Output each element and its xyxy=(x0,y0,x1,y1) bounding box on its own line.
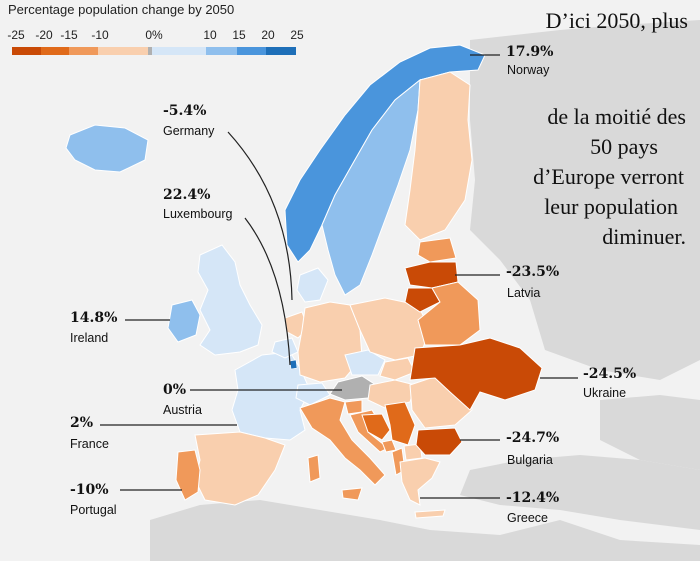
country-ukraine xyxy=(409,337,543,411)
legend-swatch-mid-growth xyxy=(206,47,237,55)
callout-value-norway: 17.9% xyxy=(506,44,554,60)
island-sicily xyxy=(341,487,363,501)
legend-tick-neg20: -20 xyxy=(35,28,53,42)
country-bosnia xyxy=(361,413,391,441)
headline-line-4: d’Europe verront xyxy=(533,164,684,189)
headline-line-3: 50 pays xyxy=(590,134,658,159)
legend-swatch-mild-decline xyxy=(98,47,148,55)
leader-germany xyxy=(227,131,293,301)
island-sardinia xyxy=(307,454,321,483)
country-portugal xyxy=(175,449,201,501)
country-croatia xyxy=(349,409,389,453)
country-slovenia xyxy=(344,399,363,415)
island-crete xyxy=(414,509,446,519)
country-greece xyxy=(399,457,441,506)
legend-title: Percentage population change by 2050 xyxy=(8,2,235,17)
callout-value-latvia: -23.5% xyxy=(506,264,560,280)
callout-value-portugal: -10% xyxy=(70,482,109,498)
turkey-land xyxy=(460,455,700,530)
country-luxembourg xyxy=(289,359,298,370)
callout-value-greece: -12.4% xyxy=(506,490,560,506)
legend-tick-15: 15 xyxy=(232,28,246,42)
legend-swatch-high-growth xyxy=(266,47,296,55)
legend-tick-20: 20 xyxy=(261,28,275,42)
callout-value-bulgaria: -24.7% xyxy=(506,430,560,446)
country-czechia xyxy=(344,349,386,376)
country-bulgaria xyxy=(415,427,463,456)
headline-line-6: diminuer. xyxy=(602,224,686,249)
legend-tick-10: 10 xyxy=(203,28,217,42)
country-slovakia xyxy=(379,357,416,381)
legend-swatch-severe-decline xyxy=(12,47,41,55)
callout-name-germany: Germany xyxy=(163,124,215,138)
headline-line-2: de la moitié des xyxy=(547,104,686,129)
country-spain xyxy=(194,431,286,506)
headline-line-5: leur population xyxy=(544,194,678,219)
headline-line-1: D’ici 2050, plus xyxy=(545,8,688,33)
callout-value-ireland: 14.8% xyxy=(70,310,118,326)
legend-swatch-strong-decline xyxy=(41,47,69,55)
callout-name-greece: Greece xyxy=(507,511,548,525)
legend-tick-25: 25 xyxy=(290,28,304,42)
country-switzerland xyxy=(295,382,331,406)
country-sweden xyxy=(321,78,421,296)
country-estonia xyxy=(417,237,457,263)
country-belgium xyxy=(271,337,299,359)
callout-name-luxembourg: Luxembourg xyxy=(163,207,233,221)
country-denmark xyxy=(296,267,329,303)
callout-value-luxembourg: 22.4% xyxy=(163,187,211,203)
legend-swatch-mild-growth xyxy=(152,47,206,55)
callout-name-portugal: Portugal xyxy=(70,503,117,517)
russia-land xyxy=(470,20,700,380)
legend-tick-neg15: -15 xyxy=(60,28,78,42)
north-africa-land xyxy=(150,500,700,561)
callout-value-france: 2% xyxy=(70,415,94,431)
country-hungary xyxy=(367,379,416,409)
legend-swatch-strong-growth xyxy=(237,47,266,55)
callout-name-ireland: Ireland xyxy=(70,331,109,345)
legend-scale: -25 -20 -15 -10 0% 10 15 20 25 xyxy=(6,28,306,60)
callout-name-latvia: Latvia xyxy=(507,286,541,300)
callout-name-france: France xyxy=(70,437,109,451)
callout-name-ukraine: Ukraine xyxy=(583,386,627,400)
legend-swatch-neutral xyxy=(148,47,152,55)
legend-tick-neg10: -10 xyxy=(91,28,109,42)
callout-name-bulgaria: Bulgaria xyxy=(507,453,553,467)
callout-name-austria: Austria xyxy=(163,403,202,417)
callout-value-ukraine: -24.5% xyxy=(583,366,637,382)
country-lithuania xyxy=(404,287,441,313)
legend-tick-neg25: -25 xyxy=(7,28,25,42)
country-iceland xyxy=(65,124,149,173)
callout-value-austria: 0% xyxy=(163,382,187,398)
leader-luxembourg xyxy=(244,217,291,366)
leader-lines xyxy=(100,54,578,499)
legend-tick-zero: 0% xyxy=(145,28,163,42)
callout-value-germany: -5.4% xyxy=(163,103,207,119)
country-serbia xyxy=(384,401,416,446)
callout-name-norway: Norway xyxy=(507,63,550,77)
country-finland xyxy=(404,71,473,241)
country-germany xyxy=(297,301,363,383)
country-uk xyxy=(197,244,263,356)
country-ireland xyxy=(167,299,201,343)
legend-swatch-mid-decline xyxy=(69,47,98,55)
caucasus-land xyxy=(600,395,700,470)
